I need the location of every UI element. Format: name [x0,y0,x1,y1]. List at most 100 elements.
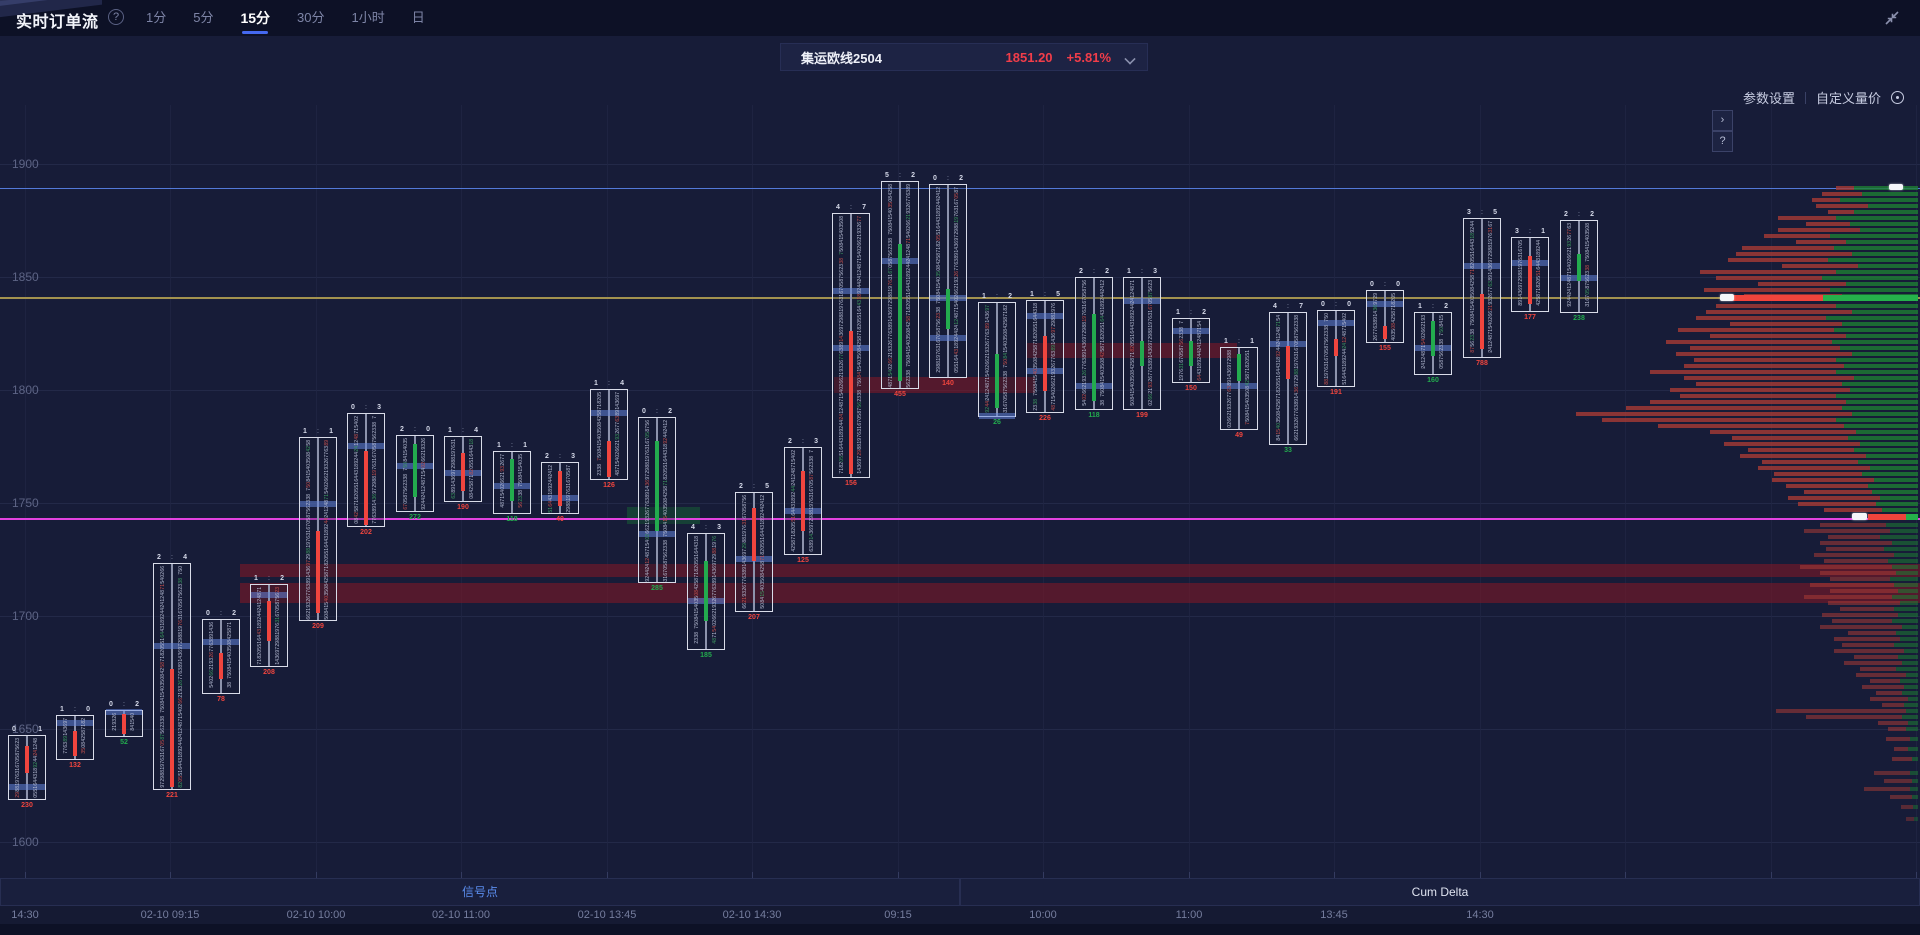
footprint-candle[interactable]: 58 189 42 263 108 77 35 126 340 93 15 221 184 66 450 10… [299,428,337,630]
vp-bid-bar [1684,376,1854,380]
footprint-candle[interactable]: 35 126 340 93 15 221 184 66 450 102 7 254 38 171 23 148… [396,426,434,521]
tab-日[interactable]: 日 [411,10,425,25]
bid-cell: 148 [888,382,894,388]
delta-footer: 125 [797,557,809,564]
vp-ask-bar [1914,817,1918,821]
ask-cell: 305 [1439,363,1445,369]
poc-band [1221,383,1257,389]
footprint-candle[interactable]: 2314856212871,02430544167925311876243119… [8,726,46,809]
param-settings-button[interactable]: 参数设置 [1742,91,1795,106]
delta-footer: 230 [21,802,33,809]
footprint-candle[interactable]: 56212871,0243054416792531187624311964388… [638,408,676,592]
custom-volume-price-button[interactable]: 自定义量价 [1815,91,1881,106]
footprint-candle[interactable]: 56212871,0243054416792531187624311964388… [1075,268,1113,419]
instrument-selector[interactable]: 集运欧线2504 1851.20 +5.81% [780,43,1148,71]
tab-15分[interactable]: 15分 [240,0,270,36]
vp-bid-bar [1776,709,1906,713]
footprint-candle[interactable]: 108 77 35 126 340 93 15 221 184 66 450 102 7 254 38 171… [832,204,870,487]
time-gridline [1043,105,1044,875]
vp-bid-bar [1848,631,1896,635]
footprint-candle[interactable]: 254381712314856212871,024305441679253118… [1269,303,1307,454]
vp-bid-bar [1830,577,1890,581]
footprint-candle[interactable]: 388 151 29 205 97 482 136 71 314 58 189 42 263 108 77 3… [1220,338,1258,439]
ask-cell: 263 [809,546,815,552]
footprint-candle[interactable]: 18 76 243 119 64 388 151 29 205 97 482 136 71 314 58 18… [687,524,725,659]
footprint-candle[interactable]: 1712314856212871,02430544167925311876243… [250,575,288,676]
help-icon[interactable]: ? [108,9,124,25]
footprint-candle[interactable]: 1027254381712314856212871,02430544167925… [347,404,385,536]
footprint-chart-canvas[interactable]: 1900185018001750170016501600231485621287… [0,36,1920,935]
vp-ask-bar [1860,442,1918,446]
footprint-candle[interactable]: 1712314856212871,02430544167925311876243… [1123,268,1161,419]
imbalance-header: 5:2 [885,172,915,179]
vp-bid-bar [1832,619,1892,623]
chevron-down-icon [1124,52,1136,65]
vp-bid-bar [1810,583,1894,587]
footprint-candle[interactable]: 531 18 76 243 119 64 388 151 29 205 97 482 136 71 314 5… [444,427,482,511]
bid-cell: 23 [1033,405,1039,411]
footprint-candle[interactable]: 18 76 243 119 64 388 151 29 205 97 482 136 71 314 58 18… [1026,291,1064,422]
tab-1小时[interactable]: 1小时 [351,10,385,25]
vp-bid-bar [1732,436,1848,440]
imbalance-header: 0:2 [109,701,139,708]
footprint-candle[interactable]: 205 97 482 136 71 314 58 189 42 263 108 77 35 126 340 9… [590,380,628,489]
time-gridline [607,105,608,875]
imbalance-header: 3:1 [1515,228,1545,235]
candle-body-down [849,331,853,474]
bid-cell: 167 [403,504,409,510]
footprint-candle[interactable]: 7254381712314856212871,02430544167925311… [1172,309,1210,392]
footprint-candle[interactable]: 97 482 136 71 314 58 189 42 263 108 77 35 1:0 132 [56,706,94,769]
ask-cell: 64 [1197,375,1203,381]
footprint-candle[interactable]: 97 482 136 71 314 58 189 42 263 108 77 35 126 340 93 15… [978,293,1016,426]
vp-ask-bar [1852,412,1918,416]
vp-ask-bar [1822,276,1918,280]
vp-bid-bar [1830,589,1898,593]
signal-pane[interactable]: 信号点 [0,878,960,906]
time-axis[interactable]: 14:30 02-10 09:15 02-10 10:00 02-10 11:00 02… [0,906,1920,924]
target-icon[interactable] [1891,91,1904,104]
tab-30分[interactable]: 30分 [297,10,325,25]
footprint-candle[interactable]: 136 71 314 58 189 42 263 108 77 35 126 340 93 15 221 18… [202,610,240,703]
time-gridline [752,105,753,875]
vp-ask-bar [1902,715,1918,719]
footprint-candle[interactable]: 9315221184664501027254381712314856212871… [1414,303,1452,384]
footprint-candle[interactable]: 77 35 126 340 93 15 221 184 66 450 102 7 254 38 171 23 1… [493,442,531,523]
panel-help-button[interactable]: ? [1712,131,1733,152]
candle-body-down [170,669,174,787]
footprint-candle[interactable]: 58 189 42 263 108 77 35 126 340 93 15 221 184 66 450 10… [881,172,919,398]
footprint-candle[interactable]: 212871,024305441679253118762431196438815… [929,175,967,387]
imbalance-header: 1:0 [60,706,90,713]
footprint-candle[interactable]: 212871,024305441679253118762431196438815… [541,453,579,523]
footprint-candle[interactable]: 126 340 93 15 221 184 0:2 52 [105,701,143,746]
footprint-candle[interactable]: 664501027254381712314856212871,024305441… [153,554,191,799]
vp-bid-bar [1870,679,1900,683]
vp-ask-bar [1848,436,1918,440]
vp-ask-bar [1834,246,1918,250]
poc-band [57,720,93,726]
tab-5分[interactable]: 5分 [193,10,214,25]
ask-cell: 66 [1294,435,1300,441]
footprint-candle[interactable]: 56212871,0243054416792531187624311964388… [735,483,773,621]
footprint-candle[interactable]: 44 167 92 531 18 76 243 119 64 388 151 29 205 97 482 13… [1463,209,1501,367]
footprint-candle[interactable]: 4501027254381712314856212871,02430544167… [1317,301,1355,396]
vp-ask-bar [1826,316,1918,320]
axis-tick [1625,872,1626,878]
vp-bid-bar [1874,771,1910,775]
vp-bid-bar [1716,276,1822,280]
footprint-candle[interactable]: 29 205 97 482 136 71 314 58 189 42 263 108 77 35 126 34… [1366,281,1404,352]
cumdelta-pane[interactable]: Cum Delta [960,878,1920,906]
bid-cell: 254 [209,682,215,688]
footprint-candle[interactable]: 1027254381712314856212871,02430544167925… [784,438,822,564]
axis-tick [25,872,26,878]
footprint-candle[interactable]: 305 44 167 92 531 18 76 243 119 64 388 151 29 205 97 48… [1511,228,1549,321]
footprint-candle[interactable]: 263 108 77 35 126 340 93 15 221 184 66 450 102 7 254 38… [1560,211,1598,322]
time-axis-label: 11:00 [1175,909,1203,921]
vp-bid-bar [1804,529,1890,533]
vp-bid-bar [1762,460,1858,464]
timeframe-tabs: 1分 5分 15分 30分 1小时 日 [146,0,425,36]
vp-ask-bar [1910,771,1918,775]
tab-1分[interactable]: 1分 [146,10,167,25]
vp-bid-bar [1822,613,1898,617]
expand-panel-button[interactable]: › [1712,110,1733,131]
collapse-icon[interactable] [1882,8,1902,28]
